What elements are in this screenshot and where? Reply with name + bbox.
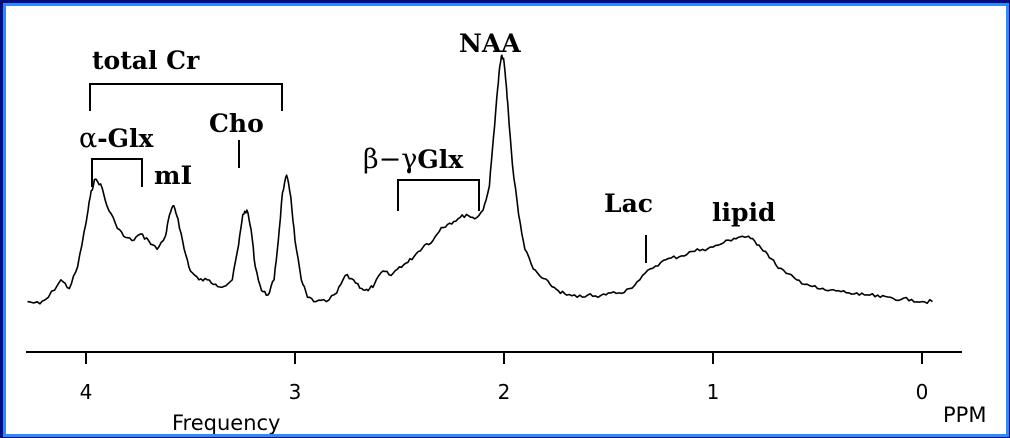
chart-panel: 4 3 2 1 0 total Cr α-Glx Cho mI β−γGlx NAA L…: [3, 3, 1009, 437]
x-tick-label-4: 4: [80, 380, 93, 404]
mi-label: mI: [154, 161, 192, 190]
x-axis-unit: PPM: [943, 403, 986, 427]
spectrum-line: [27, 54, 933, 305]
x-tick-label-0: 0: [916, 380, 929, 404]
x-axis: 4 3 2 1 0: [26, 351, 962, 404]
naa-label: NAA: [459, 29, 521, 58]
alpha-glyph: α: [79, 123, 97, 154]
total-cr-label: total Cr: [92, 46, 200, 75]
beta-gamma-glx-text: Glx: [417, 145, 464, 174]
x-tick-label-3: 3: [289, 380, 302, 404]
cho-label: Cho: [209, 109, 264, 138]
beta-gamma-glyph: β−γ: [363, 144, 417, 175]
lipid-label: lipid: [712, 198, 775, 227]
alpha-glx-bracket: [91, 158, 143, 187]
peak-annotations: total Cr α-Glx Cho mI β−γGlx NAA Lac lip…: [79, 29, 775, 263]
x-axis-label: Frequency: [172, 411, 281, 434]
x-tick-label-1: 1: [707, 380, 720, 404]
alpha-glx-label: α-Glx: [79, 123, 154, 154]
x-tick-label-2: 2: [498, 380, 511, 404]
spectrum-chart: 4 3 2 1 0 total Cr α-Glx Cho mI β−γGlx NAA L…: [26, 29, 986, 434]
beta-gamma-glx-bracket: [397, 179, 480, 211]
beta-gamma-glx-label: β−γGlx: [363, 144, 464, 175]
total-cr-bracket: [89, 83, 283, 111]
lac-label: Lac: [604, 189, 653, 218]
alpha-glx-text: -Glx: [97, 124, 154, 153]
spectrum-layer: [27, 54, 933, 305]
